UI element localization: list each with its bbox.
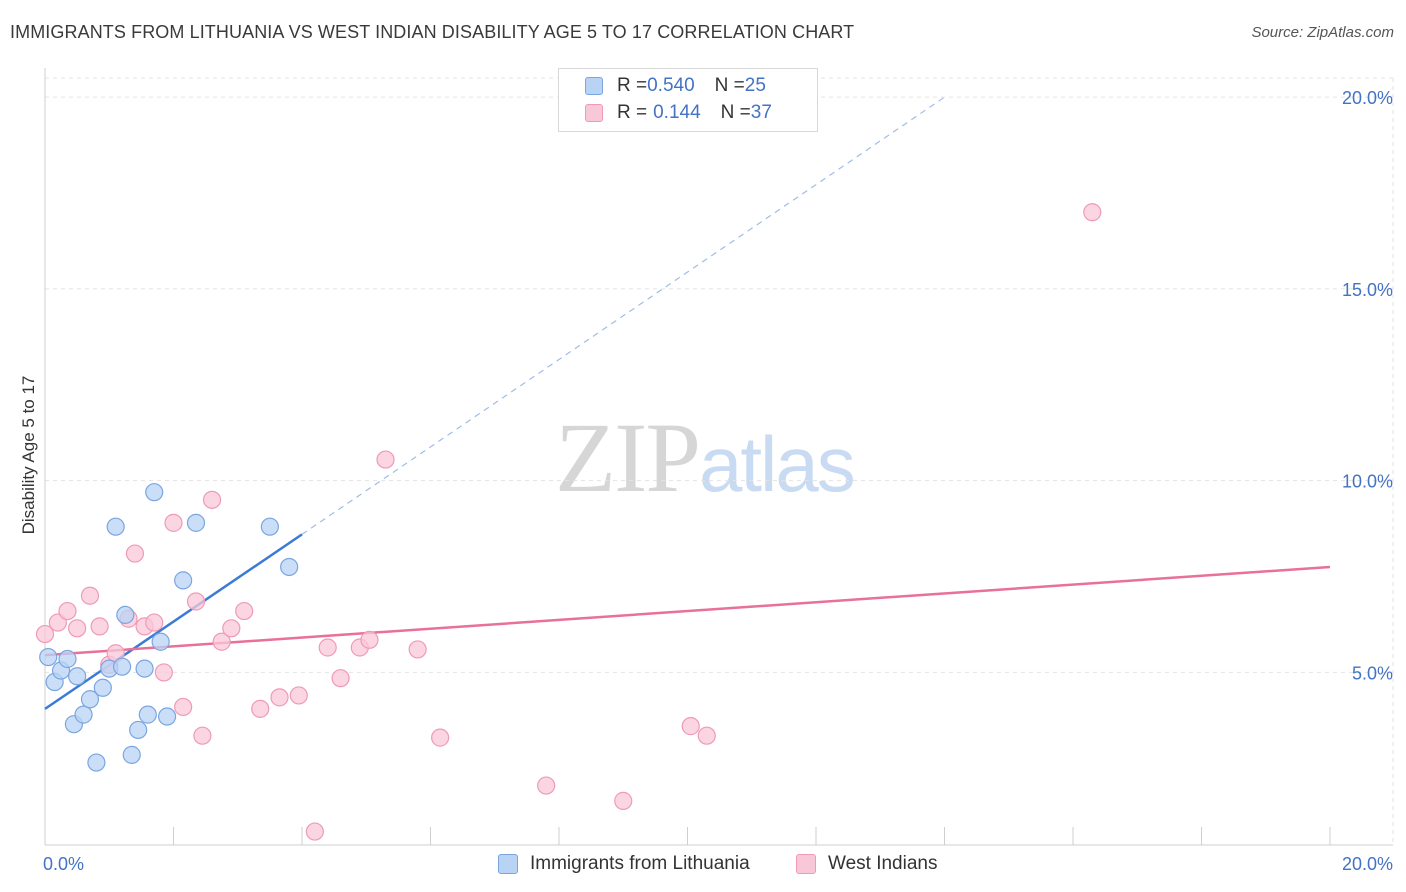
- bottom-legend-swatch-lithuania: [498, 854, 518, 874]
- legend-n-value: 25: [744, 75, 766, 96]
- legend-r-value: 0.540: [647, 75, 695, 96]
- point-lithuania: [280, 557, 299, 577]
- point-lithuania: [129, 720, 148, 740]
- tick-labels: 5.0% 10.0% 15.0% 20.0% 0.0% 20.0% Disability A…: [19, 88, 1393, 874]
- point-lithuania: [186, 513, 206, 532]
- point-west-indians: [125, 544, 145, 563]
- chart-title: IMMIGRANTS FROM LITHUANIA VS WEST INDIAN…: [10, 22, 855, 42]
- point-west-indians: [360, 630, 379, 649]
- point-west-indians: [186, 592, 206, 611]
- y-axis-label: Disability Age 5 to 17: [19, 376, 38, 535]
- point-lithuania: [151, 632, 170, 651]
- point-west-indians: [58, 601, 77, 621]
- watermark-zip: ZIP: [555, 402, 701, 513]
- point-west-indians: [537, 776, 556, 795]
- point-west-indians: [164, 513, 183, 532]
- point-west-indians: [145, 613, 164, 632]
- point-lithuania: [145, 483, 164, 502]
- point-west-indians: [376, 450, 395, 469]
- legend-swatch-west-indians: [585, 104, 603, 122]
- point-lithuania: [138, 705, 157, 724]
- point-west-indians: [270, 688, 289, 707]
- point-west-indians: [202, 490, 222, 509]
- trend-line: [44, 565, 1331, 657]
- point-lithuania: [174, 571, 193, 590]
- point-west-indians: [68, 619, 87, 638]
- grid-lines: [45, 77, 1395, 845]
- bottom-legend-label-west-indians: West Indians: [828, 853, 938, 874]
- trend-lines: [44, 96, 1331, 710]
- point-lithuania: [93, 678, 112, 697]
- legend-r-value: 0.144: [653, 102, 701, 123]
- point-lithuania: [106, 517, 125, 536]
- legend-n-label: N =: [714, 75, 745, 96]
- point-west-indians: [251, 699, 270, 718]
- point-lithuania: [39, 647, 58, 667]
- stats-legend: R = 0.540 N = 25 R = 0.144 N = 37: [558, 68, 818, 132]
- point-west-indians: [681, 717, 700, 736]
- legend-n-value: 37: [750, 102, 772, 123]
- trend-line: [44, 533, 303, 710]
- y-tick-label: 5.0%: [1352, 663, 1393, 683]
- point-west-indians: [174, 697, 193, 717]
- point-lithuania: [260, 517, 279, 536]
- point-lithuania: [68, 667, 87, 686]
- legend-n-label: N =: [720, 102, 751, 123]
- axes: [44, 68, 1393, 846]
- point-west-indians: [222, 619, 241, 638]
- point-west-indians: [235, 601, 254, 621]
- legend-row-lithuania: R = 0.540 N = 25: [585, 74, 766, 98]
- y-tick-label: 20.0%: [1342, 88, 1393, 108]
- point-west-indians: [154, 663, 173, 682]
- bottom-legend-label-lithuania: Immigrants from Lithuania: [530, 853, 750, 874]
- point-west-indians: [305, 822, 324, 841]
- point-west-indians: [80, 586, 100, 605]
- point-lithuania: [112, 657, 132, 676]
- legend-r-label: R =: [617, 102, 648, 123]
- point-lithuania: [157, 707, 177, 726]
- point-west-indians: [1083, 203, 1102, 222]
- point-west-indians: [697, 726, 716, 745]
- legend-r-label: R =: [617, 75, 648, 96]
- data-points: [35, 203, 1102, 841]
- watermark: ZIPatlas: [555, 400, 856, 515]
- point-west-indians: [431, 728, 450, 747]
- x-tick-label: 0.0%: [43, 854, 84, 874]
- trend-line-extension: [301, 96, 945, 535]
- point-west-indians: [35, 624, 55, 644]
- point-west-indians: [193, 726, 212, 745]
- bottom-legend-west-indians: West Indians: [796, 852, 937, 876]
- x-tick-label: 20.0%: [1342, 854, 1393, 874]
- point-west-indians: [331, 669, 350, 688]
- legend-row-west-indians: R = 0.144 N = 37: [585, 101, 772, 125]
- point-lithuania: [80, 690, 100, 709]
- point-west-indians: [614, 791, 633, 810]
- point-west-indians: [212, 632, 231, 651]
- point-lithuania: [122, 745, 141, 764]
- bottom-legend-swatch-west-indians: [796, 854, 816, 874]
- point-lithuania: [74, 705, 93, 724]
- point-west-indians: [408, 640, 427, 659]
- point-west-indians: [90, 617, 109, 636]
- point-lithuania: [116, 605, 135, 625]
- y-tick-label: 10.0%: [1342, 472, 1393, 492]
- y-tick-label: 15.0%: [1342, 280, 1393, 300]
- point-west-indians: [289, 686, 308, 705]
- point-lithuania: [58, 649, 77, 669]
- source-label: Source: ZipAtlas.com: [1251, 24, 1394, 41]
- point-lithuania: [135, 659, 154, 678]
- point-lithuania: [87, 753, 106, 772]
- legend-swatch-lithuania: [585, 77, 603, 95]
- watermark-atlas: atlas: [699, 420, 856, 508]
- bottom-legend-lithuania: Immigrants from Lithuania: [498, 852, 750, 876]
- point-west-indians: [318, 638, 337, 657]
